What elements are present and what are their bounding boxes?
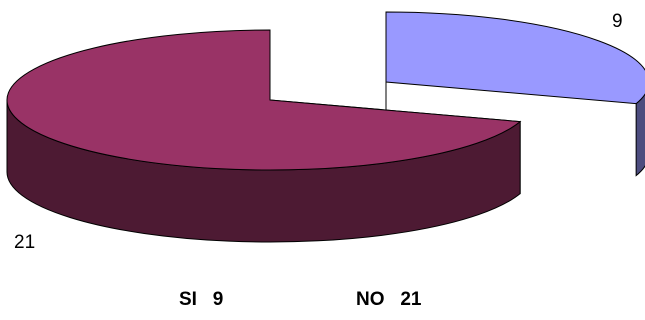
pie-slice-no — [6, 29, 522, 171]
pie-side-si — [635, 93, 645, 177]
pie-chart: 9 21 — [6, 11, 645, 253]
legend-item-no: NO 21 — [356, 289, 422, 310]
data-label-si: 9 — [612, 11, 623, 32]
pie-slice-si — [385, 11, 645, 105]
pie-layer — [6, 11, 645, 243]
legend-item-si: SI 9 — [179, 289, 224, 310]
data-label-no: 21 — [14, 232, 35, 253]
